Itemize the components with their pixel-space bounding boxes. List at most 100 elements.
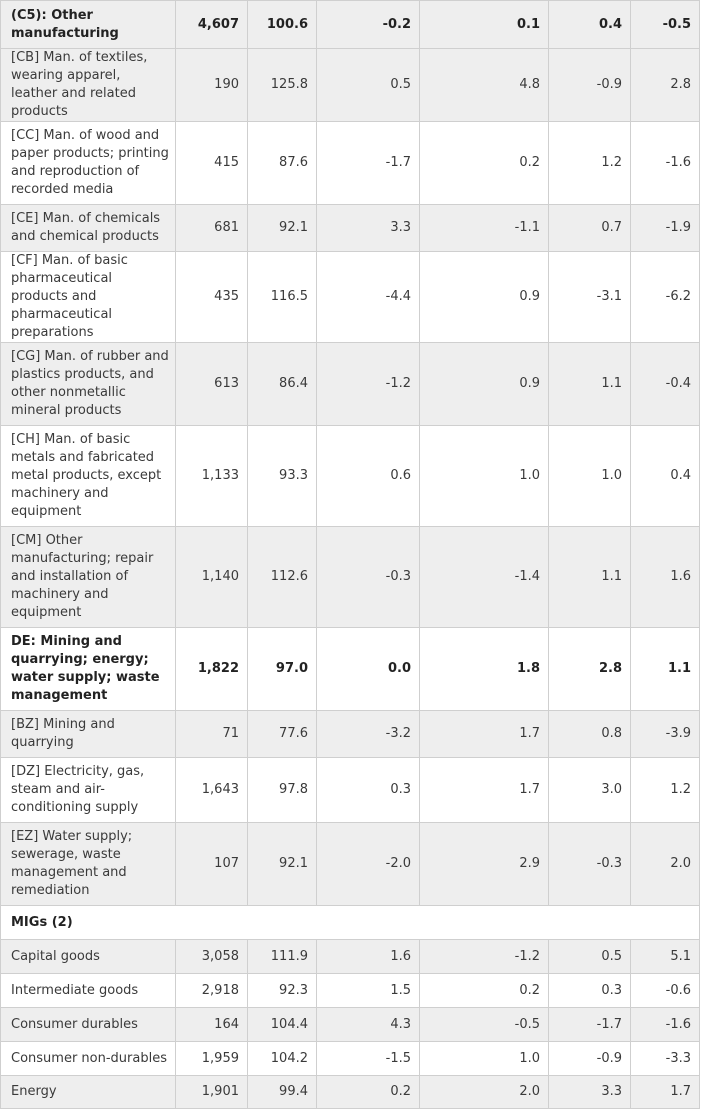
cell: 681 xyxy=(175,204,248,252)
cell: -1.2 xyxy=(419,939,549,974)
cell: 0.2 xyxy=(419,121,549,205)
cell: 4.8 xyxy=(419,48,549,122)
row-label: Energy xyxy=(0,1075,176,1109)
cell: 1,822 xyxy=(175,627,248,711)
cell: 1.2 xyxy=(548,121,631,205)
cell: -3.9 xyxy=(630,710,700,758)
cell: 1,643 xyxy=(175,757,248,823)
table-row: [CM] Other manufacturing; repair and ins… xyxy=(0,526,700,628)
cell: -0.9 xyxy=(548,1041,631,1076)
cell: -0.3 xyxy=(316,526,420,628)
cell: -1.7 xyxy=(316,121,420,205)
cell: 93.3 xyxy=(247,425,317,527)
table-row: [CE] Man. of chemicals and chemical prod… xyxy=(0,204,700,252)
cell: 97.8 xyxy=(247,757,317,823)
cell: 4,607 xyxy=(175,0,248,49)
table-row: [BZ] Mining and quarrying 71 77.6 -3.2 1… xyxy=(0,710,700,758)
cell: 0.2 xyxy=(316,1075,420,1109)
cell: -0.2 xyxy=(316,0,420,49)
cell: -0.5 xyxy=(419,1007,549,1042)
cell: -6.2 xyxy=(630,251,700,343)
cell: 1.1 xyxy=(548,526,631,628)
cell: 92.1 xyxy=(247,204,317,252)
row-label: [EZ] Water supply; sewerage, waste manag… xyxy=(0,822,176,906)
cell: 86.4 xyxy=(247,342,317,426)
cell: -3.2 xyxy=(316,710,420,758)
row-label: [DZ] Electricity, gas, steam and air-con… xyxy=(0,757,176,823)
cell: -3.1 xyxy=(548,251,631,343)
cell: -1.5 xyxy=(316,1041,420,1076)
cell: 0.4 xyxy=(548,0,631,49)
cell: 0.3 xyxy=(548,973,631,1008)
cell: 0.5 xyxy=(548,939,631,974)
table-row: [CH] Man. of basic metals and fabricated… xyxy=(0,425,700,527)
cell: -3.3 xyxy=(630,1041,700,1076)
cell: 1.7 xyxy=(419,710,549,758)
cell: 71 xyxy=(175,710,248,758)
table-row: [CB] Man. of textiles, wearing apparel, … xyxy=(0,48,700,122)
cell: 1.2 xyxy=(630,757,700,823)
cell: 3.3 xyxy=(548,1075,631,1109)
cell: 1,959 xyxy=(175,1041,248,1076)
cell: 1.5 xyxy=(316,973,420,1008)
cell: 1.6 xyxy=(316,939,420,974)
table-row: Capital goods 3,058 111.9 1.6 -1.2 0.5 5… xyxy=(0,939,700,974)
table-row: Energy 1,901 99.4 0.2 2.0 3.3 1.7 xyxy=(0,1075,700,1109)
table-row: (C5): Other manufacturing 4,607 100.6 -0… xyxy=(0,0,700,49)
cell: 116.5 xyxy=(247,251,317,343)
row-label: [CC] Man. of wood and paper products; pr… xyxy=(0,121,176,205)
cell: 107 xyxy=(175,822,248,906)
cell: -2.0 xyxy=(316,822,420,906)
cell: 435 xyxy=(175,251,248,343)
row-label: Consumer durables xyxy=(0,1007,176,1042)
row-label: Consumer non-durables xyxy=(0,1041,176,1076)
cell: 112.6 xyxy=(247,526,317,628)
row-label: [CE] Man. of chemicals and chemical prod… xyxy=(0,204,176,252)
cell: 87.6 xyxy=(247,121,317,205)
cell: 0.8 xyxy=(548,710,631,758)
cell: 0.9 xyxy=(419,251,549,343)
cell: 111.9 xyxy=(247,939,317,974)
cell: -1.9 xyxy=(630,204,700,252)
cell: 1.8 xyxy=(419,627,549,711)
cell: 2.9 xyxy=(419,822,549,906)
cell: 190 xyxy=(175,48,248,122)
cell: 1.0 xyxy=(548,425,631,527)
cell: 1.1 xyxy=(548,342,631,426)
cell: 1.0 xyxy=(419,425,549,527)
row-label: [CF] Man. of basic pharmaceutical produc… xyxy=(0,251,176,343)
row-label: [CM] Other manufacturing; repair and ins… xyxy=(0,526,176,628)
row-label: Intermediate goods xyxy=(0,973,176,1008)
cell: 3.0 xyxy=(548,757,631,823)
cell: 0.1 xyxy=(419,0,549,49)
cell: 4.3 xyxy=(316,1007,420,1042)
table-row: Intermediate goods 2,918 92.3 1.5 0.2 0.… xyxy=(0,973,700,1008)
cell: 0.6 xyxy=(316,425,420,527)
cell: -0.6 xyxy=(630,973,700,1008)
cell: 3.3 xyxy=(316,204,420,252)
cell: 92.3 xyxy=(247,973,317,1008)
table-row: DE: Mining and quarrying; energy; water … xyxy=(0,627,700,711)
cell: 0.0 xyxy=(316,627,420,711)
cell: 1.6 xyxy=(630,526,700,628)
cell: 2.0 xyxy=(419,1075,549,1109)
cell: 1,901 xyxy=(175,1075,248,1109)
cell: 3,058 xyxy=(175,939,248,974)
cell: 1.0 xyxy=(419,1041,549,1076)
table-row: [CG] Man. of rubber and plastics product… xyxy=(0,342,700,426)
cell: 125.8 xyxy=(247,48,317,122)
cell: 0.3 xyxy=(316,757,420,823)
cell: -1.4 xyxy=(419,526,549,628)
cell: -0.5 xyxy=(630,0,700,49)
cell: -0.9 xyxy=(548,48,631,122)
cell: 2,918 xyxy=(175,973,248,1008)
row-label: [CH] Man. of basic metals and fabricated… xyxy=(0,425,176,527)
cell: 0.9 xyxy=(419,342,549,426)
cell: 164 xyxy=(175,1007,248,1042)
table-row-section-header: MIGs (2) xyxy=(0,905,700,940)
table-row: [EZ] Water supply; sewerage, waste manag… xyxy=(0,822,700,906)
cell: 0.2 xyxy=(419,973,549,1008)
table-row: [CF] Man. of basic pharmaceutical produc… xyxy=(0,251,700,343)
cell: 1.1 xyxy=(630,627,700,711)
